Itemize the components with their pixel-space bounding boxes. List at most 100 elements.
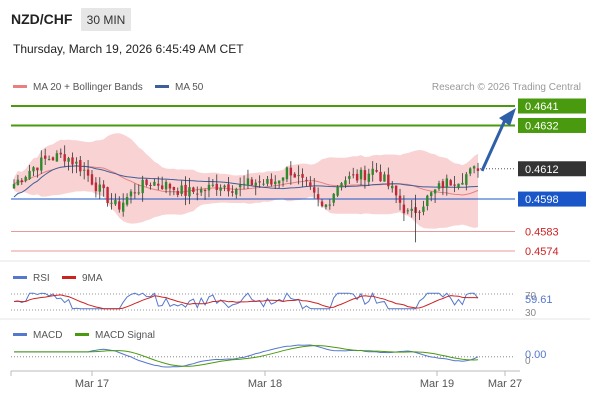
candle — [153, 178, 156, 186]
candle — [215, 174, 218, 196]
candle-body — [316, 194, 320, 200]
candle-body — [215, 183, 218, 190]
candle — [188, 177, 191, 205]
candle-body — [352, 174, 355, 176]
rsi-line — [13, 291, 479, 310]
candle — [63, 145, 66, 167]
candle — [121, 193, 125, 217]
candle — [430, 191, 433, 202]
rsi-ma-line — [13, 294, 479, 310]
timeframe-badge[interactable] — [81, 8, 131, 31]
candle-body — [164, 181, 168, 190]
forecast-arrow-head — [499, 108, 516, 126]
candle — [40, 150, 43, 174]
candle-body — [94, 182, 98, 192]
candle-body — [394, 185, 398, 196]
candle-body — [180, 185, 183, 194]
candle-body — [461, 182, 464, 185]
resistance-level-label: 0.4632 — [525, 120, 559, 132]
resistance-label-box — [518, 98, 586, 114]
candle-body — [133, 192, 137, 194]
candle — [176, 187, 179, 198]
candle — [367, 168, 371, 186]
candle — [16, 174, 20, 186]
candle — [71, 152, 74, 174]
candle — [118, 196, 121, 213]
candle-body — [391, 185, 394, 189]
candle — [313, 177, 316, 199]
ma20-legend-swatch — [13, 85, 27, 88]
candle-body — [238, 184, 242, 188]
candle — [227, 176, 230, 197]
candle — [199, 186, 203, 196]
candle — [457, 183, 460, 190]
candle — [258, 175, 261, 188]
candle — [453, 176, 456, 193]
candle-body — [118, 201, 121, 210]
candle-body — [168, 183, 172, 189]
candle — [418, 210, 421, 220]
candle — [289, 161, 293, 185]
candle — [433, 189, 437, 203]
candle-body — [437, 183, 441, 189]
candle-body — [67, 158, 70, 162]
candle-body — [106, 187, 109, 204]
candle-body — [313, 187, 316, 193]
candle-body — [43, 155, 47, 159]
candle — [110, 193, 113, 210]
candle — [180, 180, 183, 197]
x-tick-label: Mar 27 — [488, 378, 522, 390]
ma20-legend-label: MA 20 + Bollinger Bands — [33, 82, 143, 93]
candle-body — [332, 193, 335, 203]
candle-body — [129, 191, 133, 197]
support-level-label: 0.4574 — [525, 246, 559, 258]
candle-body — [250, 179, 254, 186]
candle-body — [348, 176, 351, 179]
candle-body — [274, 181, 277, 185]
candle — [94, 177, 98, 198]
candle-body — [402, 204, 406, 214]
candle — [281, 177, 285, 187]
candle-body — [371, 168, 374, 175]
datetime-label: Thursday, March 19, 2026 6:45:49 AM CET — [13, 42, 244, 56]
candle — [270, 173, 273, 187]
candle-body — [79, 160, 82, 172]
candle-body — [367, 173, 371, 182]
candle — [449, 178, 452, 186]
candle — [43, 148, 47, 166]
candle-body — [242, 183, 246, 186]
current-label-box — [518, 161, 586, 177]
rsi-ma-legend-label: 9MA — [82, 273, 103, 284]
candle — [379, 164, 382, 182]
candle — [51, 156, 55, 161]
candle-body — [453, 184, 456, 186]
candle-body — [406, 210, 410, 212]
candle — [359, 167, 363, 186]
candle-body — [20, 180, 24, 183]
candle — [98, 177, 101, 200]
bollinger-band — [14, 133, 478, 229]
candle-body — [71, 157, 74, 165]
candle — [164, 179, 168, 194]
candle-body — [125, 197, 129, 205]
candle — [297, 165, 300, 185]
candle — [387, 167, 390, 190]
candle-body — [433, 189, 437, 194]
candle-body — [75, 161, 78, 164]
candle-body — [55, 153, 59, 162]
candle — [340, 182, 343, 191]
candle — [375, 162, 378, 173]
candle-body — [32, 167, 35, 172]
x-tick-label: Mar 19 — [420, 378, 454, 390]
candle — [363, 165, 367, 189]
oscillator-level-label: 0 — [525, 356, 531, 367]
macd-signal-line — [14, 345, 479, 367]
candle — [254, 179, 257, 196]
pivot-label-box — [518, 191, 586, 207]
candle-body — [445, 178, 449, 188]
candle-body — [363, 170, 367, 181]
candle — [106, 186, 109, 207]
candle-body — [476, 168, 480, 171]
candle-body — [320, 201, 324, 207]
